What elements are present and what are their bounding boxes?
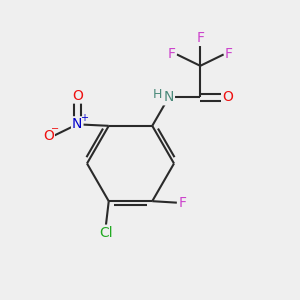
Text: Cl: Cl <box>99 226 112 240</box>
Text: F: F <box>196 31 204 45</box>
Text: F: F <box>225 47 233 61</box>
Text: −: − <box>51 124 59 134</box>
Text: N: N <box>72 117 83 131</box>
Text: F: F <box>179 196 187 210</box>
Text: F: F <box>167 47 175 61</box>
Text: O: O <box>43 129 54 143</box>
Text: O: O <box>72 88 83 103</box>
Text: N: N <box>164 90 174 104</box>
Text: H: H <box>153 88 162 101</box>
Text: +: + <box>80 113 88 123</box>
Text: O: O <box>222 90 233 104</box>
